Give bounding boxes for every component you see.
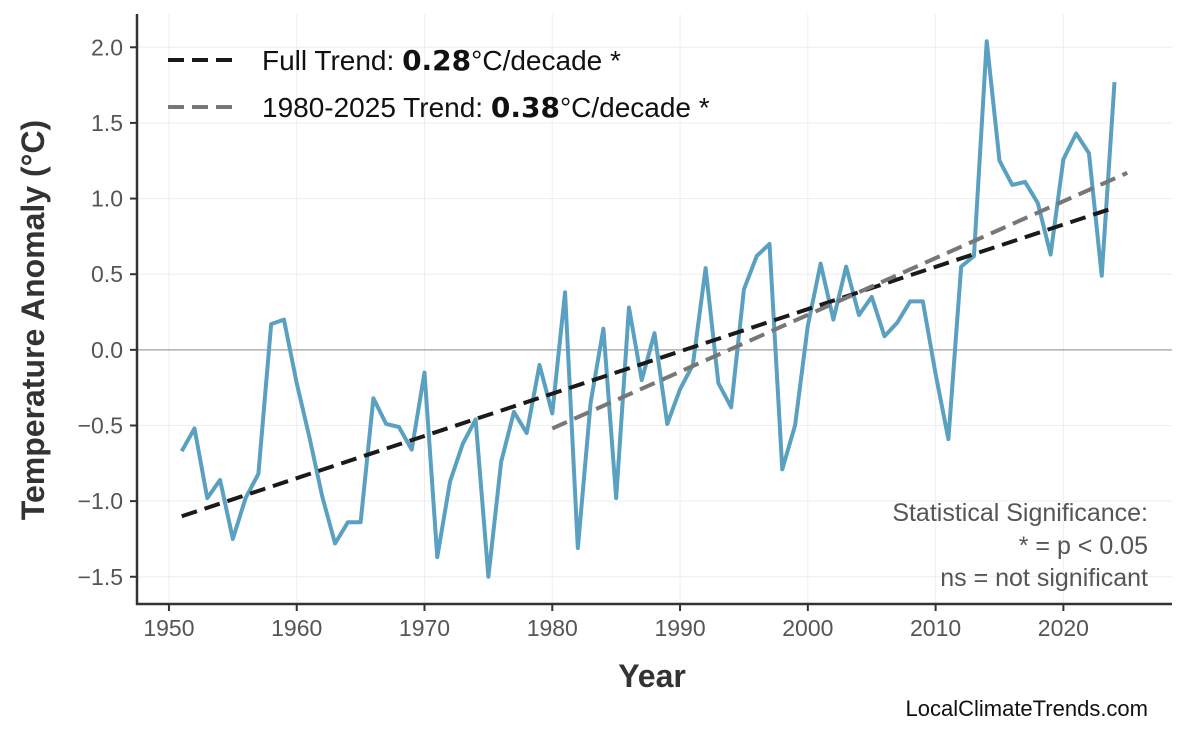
trend-lines <box>181 171 1129 519</box>
y-tick-label: 2.0 <box>91 34 123 60</box>
y-tick-label: −1.5 <box>78 564 123 590</box>
x-tick-label: 2010 <box>910 615 961 641</box>
y-tick-label: 0.5 <box>91 261 123 287</box>
credit-text: LocalClimateTrends.com <box>906 696 1149 721</box>
x-tick-label: 2020 <box>1038 615 1089 641</box>
significance-title: Statistical Significance: <box>892 499 1148 527</box>
trend-line <box>551 171 1129 431</box>
axes: 1950 1960 1970 1980 1990 2000 2010 2020 −1.5 −1.0… <box>78 14 1172 641</box>
legend-label: 1980-2025 Trend: 0.38°C/decade * <box>262 91 710 124</box>
x-tick-label: 1980 <box>527 615 578 641</box>
y-tick-label: −1.0 <box>78 488 123 514</box>
data-series <box>179 39 1117 579</box>
legend-label: Full Trend: 0.28°C/decade * <box>262 44 621 77</box>
significance-ns: ns = not significant <box>940 564 1148 592</box>
x-tick-label: 1950 <box>143 615 194 641</box>
x-tick-label: 1970 <box>399 615 450 641</box>
x-tick-label: 1990 <box>654 615 705 641</box>
legend: Full Trend: 0.28°C/decade * 1980-2025 Tre… <box>168 44 710 124</box>
x-axis-label: Year <box>618 658 686 694</box>
x-tick-label: 2000 <box>782 615 833 641</box>
trend-line <box>181 205 1116 519</box>
x-tick-label: 1960 <box>271 615 322 641</box>
significance-p: * = p < 0.05 <box>1019 532 1148 560</box>
y-axis-label: Temperature Anomaly (°C) <box>15 120 51 520</box>
y-tick-label: 0.0 <box>91 337 123 363</box>
temperature-anomaly-line <box>179 39 1117 579</box>
y-tick-label: 1.0 <box>91 186 123 212</box>
y-tick-label: 1.5 <box>91 110 123 136</box>
y-tick-label: −0.5 <box>78 412 123 438</box>
